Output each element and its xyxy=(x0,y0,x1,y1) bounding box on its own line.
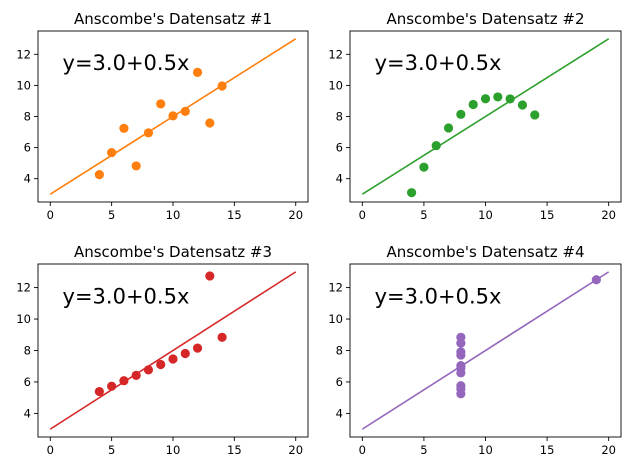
data-point xyxy=(192,343,203,353)
y-tick-label: 4 xyxy=(336,406,343,420)
x-tick-label: 5 xyxy=(420,208,427,222)
data-point xyxy=(168,354,178,364)
x-tick-label: 0 xyxy=(359,208,366,222)
y-tick-label: 12 xyxy=(16,47,31,61)
x-tick-label: 20 xyxy=(601,208,616,222)
data-point xyxy=(205,118,215,128)
equation-annotation: y=3.0+0.5x xyxy=(375,284,502,308)
axes-frame xyxy=(37,30,309,203)
data-point xyxy=(168,111,178,121)
data-point xyxy=(468,99,478,110)
x-tick-label: 15 xyxy=(540,443,555,457)
y-tick-label: 6 xyxy=(24,141,31,155)
x-tick-label: 5 xyxy=(108,208,115,222)
axes-frame xyxy=(349,30,622,203)
data-point xyxy=(217,81,227,91)
chart-title: Anscombe's Datensatz #3 xyxy=(74,243,272,261)
data-point xyxy=(217,332,227,342)
y-tick-label: 12 xyxy=(16,281,31,295)
data-point xyxy=(119,123,129,133)
data-point xyxy=(107,147,117,158)
data-point xyxy=(443,123,454,133)
y-tick-label: 6 xyxy=(336,141,343,155)
y-tick-label: 8 xyxy=(336,344,343,358)
equation-annotation: y=3.0+0.5x xyxy=(63,284,190,308)
equation-annotation: y=3.0+0.5x xyxy=(375,51,502,75)
data-point xyxy=(119,376,129,386)
data-point xyxy=(456,363,466,373)
regression-line xyxy=(361,271,610,430)
axes-frame xyxy=(37,263,309,438)
data-point xyxy=(205,271,215,281)
y-tick-label: 10 xyxy=(16,312,31,326)
data-point xyxy=(456,109,466,119)
data-point xyxy=(505,94,515,104)
x-tick-label: 0 xyxy=(47,208,54,222)
y-tick-label: 4 xyxy=(24,172,31,186)
y-tick-label: 6 xyxy=(336,375,343,389)
y-tick-label: 4 xyxy=(24,406,31,420)
y-tick-label: 6 xyxy=(24,375,31,389)
x-tick-label: 10 xyxy=(166,443,181,457)
data-point xyxy=(131,161,141,171)
y-tick-label: 12 xyxy=(328,281,343,295)
panel-3: Anscombe's Datensatz #3 0 5 10 15 20 4 6 8 10 12 y=… xyxy=(16,243,309,457)
panel-1: Anscombe's Datensatz #1 0 5 10 15 20 4 6 8 10 12 y=… xyxy=(16,10,309,222)
y-tick-label: 8 xyxy=(24,110,31,124)
y-tick-label: 8 xyxy=(336,110,343,124)
regression-line xyxy=(49,271,297,430)
x-tick-label: 5 xyxy=(108,443,115,457)
x-tick-label: 15 xyxy=(540,208,555,222)
equation-annotation: y=3.0+0.5x xyxy=(63,51,190,75)
x-tick-label: 10 xyxy=(166,208,181,222)
x-tick-label: 20 xyxy=(288,443,303,457)
data-point xyxy=(493,92,503,102)
data-point xyxy=(456,384,466,394)
chart-title: Anscombe's Datensatz #2 xyxy=(386,10,584,28)
data-point xyxy=(419,162,429,172)
axes-frame xyxy=(349,263,622,438)
y-tick-label: 12 xyxy=(328,47,343,61)
x-tick-label: 0 xyxy=(47,443,54,457)
data-point xyxy=(180,348,190,359)
data-point xyxy=(94,170,104,180)
data-point xyxy=(517,100,528,110)
x-tick-label: 10 xyxy=(478,443,493,457)
data-point xyxy=(456,338,466,348)
panel-4: Anscombe's Datensatz #4 0 5 10 15 20 4 6 8 10 12 y=… xyxy=(328,243,622,457)
data-point xyxy=(406,188,417,198)
y-tick-label: 10 xyxy=(16,78,31,92)
data-point xyxy=(591,275,601,285)
panel-2: Anscombe's Datensatz #2 0 5 10 15 20 4 6 8 10 12 y=… xyxy=(328,10,622,222)
data-point xyxy=(480,94,491,104)
x-tick-label: 20 xyxy=(601,443,616,457)
y-tick-label: 4 xyxy=(336,172,343,186)
data-point xyxy=(143,365,154,375)
data-point xyxy=(156,359,166,370)
data-point xyxy=(156,99,166,109)
x-tick-label: 15 xyxy=(227,208,242,222)
chart-title: Anscombe's Datensatz #4 xyxy=(386,243,584,261)
x-tick-label: 5 xyxy=(420,443,427,457)
data-point xyxy=(180,106,190,116)
data-point xyxy=(107,381,117,391)
data-point xyxy=(131,370,141,380)
x-tick-label: 0 xyxy=(359,443,366,457)
data-point xyxy=(530,110,540,120)
chart-title: Anscombe's Datensatz #1 xyxy=(74,10,272,28)
data-point xyxy=(94,386,104,397)
data-point xyxy=(431,140,441,151)
x-tick-label: 20 xyxy=(288,208,303,222)
regression-line xyxy=(361,38,610,195)
y-tick-label: 10 xyxy=(328,312,343,326)
data-point xyxy=(192,67,203,77)
data-point xyxy=(143,128,154,138)
x-tick-label: 15 xyxy=(227,443,242,457)
data-point xyxy=(456,347,466,357)
x-tick-label: 10 xyxy=(478,208,493,222)
y-tick-label: 10 xyxy=(328,78,343,92)
y-tick-label: 8 xyxy=(24,344,31,358)
